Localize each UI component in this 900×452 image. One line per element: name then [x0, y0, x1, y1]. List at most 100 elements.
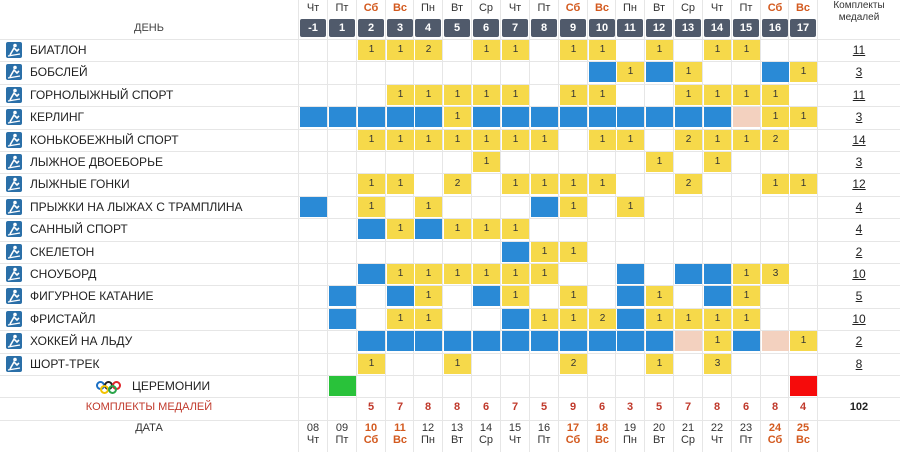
schedule-cell[interactable]: 1 [589, 174, 616, 194]
schedule-cell[interactable] [733, 107, 760, 127]
schedule-cell[interactable] [387, 331, 414, 351]
schedule-cell[interactable] [790, 376, 817, 396]
schedule-cell[interactable]: 1 [704, 152, 731, 172]
schedule-cell[interactable] [704, 286, 731, 306]
schedule-cell[interactable] [329, 107, 356, 127]
schedule-cell[interactable]: 1 [733, 264, 760, 284]
schedule-cell[interactable]: 1 [560, 197, 587, 217]
schedule-cell[interactable]: 1 [415, 286, 442, 306]
medal-total-link[interactable]: 10 [852, 267, 866, 281]
schedule-cell[interactable]: 1 [473, 85, 500, 105]
schedule-cell[interactable] [502, 107, 529, 127]
schedule-cell[interactable]: 1 [387, 40, 414, 60]
sport-row[interactable]: ХОККЕЙ НА ЛЬДУ 1 1 2 [0, 330, 900, 352]
schedule-cell[interactable]: 1 [444, 354, 471, 374]
ceremonies-row[interactable]: ЦЕРЕМОНИИ [0, 375, 900, 397]
sport-name[interactable]: ПРЫЖКИ НА ЛЫЖАХ С ТРАМПЛИНА [30, 200, 243, 214]
medal-total-link[interactable]: 14 [852, 133, 866, 147]
schedule-cell[interactable] [617, 286, 644, 306]
schedule-cell[interactable] [589, 331, 616, 351]
schedule-cell[interactable] [358, 107, 385, 127]
schedule-cell[interactable]: 1 [733, 40, 760, 60]
schedule-cell[interactable]: 1 [444, 219, 471, 239]
schedule-cell[interactable]: 1 [790, 62, 817, 82]
schedule-cell[interactable] [617, 107, 644, 127]
schedule-cell[interactable]: 1 [415, 197, 442, 217]
sport-name[interactable]: БИАТЛОН [30, 43, 87, 57]
sport-row[interactable]: БИАТЛОН 1 1 2 1 1 1 1 1 1 1 11 [0, 39, 900, 61]
schedule-cell[interactable]: 1 [704, 40, 731, 60]
schedule-cell[interactable]: 1 [675, 85, 702, 105]
schedule-cell[interactable]: 1 [415, 264, 442, 284]
schedule-cell[interactable] [329, 376, 356, 396]
schedule-cell[interactable] [473, 331, 500, 351]
sport-row[interactable]: ФИГУРНОЕ КАТАНИЕ 1 1 1 1 1 5 [0, 285, 900, 307]
schedule-cell[interactable] [560, 107, 587, 127]
sport-name[interactable]: ЛЫЖНОЕ ДВОЕБОРЬЕ [30, 155, 163, 169]
schedule-cell[interactable]: 1 [531, 309, 558, 329]
schedule-cell[interactable]: 1 [704, 331, 731, 351]
medal-total-link[interactable]: 3 [855, 65, 863, 79]
schedule-cell[interactable]: 1 [675, 309, 702, 329]
schedule-cell[interactable]: 1 [646, 286, 673, 306]
schedule-cell[interactable] [444, 331, 471, 351]
sport-name[interactable]: ФРИСТАЙЛ [30, 312, 96, 326]
sport-row[interactable]: КОНЬКОБЕЖНЫЙ СПОРТ 1 1 1 1 1 1 1 1 1 2 1 1 2 14 [0, 129, 900, 151]
schedule-cell[interactable]: 1 [387, 309, 414, 329]
sport-name[interactable]: БОБСЛЕЙ [30, 65, 88, 79]
medal-total-link[interactable]: 11 [852, 43, 866, 57]
schedule-cell[interactable]: 1 [531, 242, 558, 262]
schedule-cell[interactable]: 1 [762, 85, 789, 105]
schedule-cell[interactable]: 1 [560, 85, 587, 105]
schedule-cell[interactable]: 1 [358, 130, 385, 150]
schedule-cell[interactable]: 1 [444, 85, 471, 105]
sport-row[interactable]: СНОУБОРД 1 1 1 1 1 1 1 3 10 [0, 263, 900, 285]
schedule-cell[interactable]: 1 [502, 219, 529, 239]
schedule-cell[interactable]: 1 [531, 174, 558, 194]
sport-row[interactable]: ЛЫЖНЫЕ ГОНКИ 1 1 2 1 1 1 1 2 1 1 12 [0, 173, 900, 195]
schedule-cell[interactable]: 1 [358, 197, 385, 217]
schedule-cell[interactable]: 1 [387, 174, 414, 194]
schedule-cell[interactable]: 1 [675, 62, 702, 82]
sport-name[interactable]: КЕРЛИНГ [30, 110, 84, 124]
schedule-cell[interactable]: 1 [646, 40, 673, 60]
sport-name[interactable]: КОНЬКОБЕЖНЫЙ СПОРТ [30, 133, 179, 147]
schedule-cell[interactable]: 1 [617, 197, 644, 217]
schedule-cell[interactable] [415, 107, 442, 127]
schedule-cell[interactable]: 2 [675, 130, 702, 150]
schedule-cell[interactable] [473, 286, 500, 306]
medal-total-link[interactable]: 4 [855, 222, 863, 236]
schedule-cell[interactable]: 1 [387, 219, 414, 239]
medal-total-link[interactable]: 12 [852, 177, 866, 191]
schedule-cell[interactable]: 2 [762, 130, 789, 150]
schedule-cell[interactable] [502, 309, 529, 329]
schedule-cell[interactable]: 1 [790, 107, 817, 127]
schedule-cell[interactable]: 1 [502, 286, 529, 306]
schedule-cell[interactable] [415, 331, 442, 351]
schedule-cell[interactable]: 2 [589, 309, 616, 329]
schedule-cell[interactable]: 2 [675, 174, 702, 194]
medal-total-link[interactable]: 11 [852, 88, 866, 102]
schedule-cell[interactable] [733, 331, 760, 351]
sport-row[interactable]: ЛЫЖНОЕ ДВОЕБОРЬЕ 1 1 1 3 [0, 151, 900, 173]
schedule-cell[interactable] [415, 219, 442, 239]
schedule-cell[interactable]: 1 [762, 174, 789, 194]
schedule-cell[interactable]: 1 [502, 174, 529, 194]
schedule-cell[interactable] [329, 309, 356, 329]
sport-row[interactable]: КЕРЛИНГ 1 1 1 3 [0, 106, 900, 128]
schedule-cell[interactable]: 1 [704, 85, 731, 105]
schedule-cell[interactable]: 1 [473, 264, 500, 284]
schedule-cell[interactable] [646, 107, 673, 127]
sport-name[interactable]: ЛЫЖНЫЕ ГОНКИ [30, 177, 130, 191]
schedule-cell[interactable]: 1 [733, 130, 760, 150]
schedule-cell[interactable]: 1 [415, 130, 442, 150]
medal-total-link[interactable]: 10 [852, 312, 866, 326]
schedule-cell[interactable]: 2 [415, 40, 442, 60]
sport-row[interactable]: СКЕЛЕТОН 1 1 2 [0, 241, 900, 263]
sport-name[interactable]: САННЫЙ СПОРТ [30, 222, 128, 236]
schedule-cell[interactable]: 1 [733, 85, 760, 105]
schedule-cell[interactable] [617, 264, 644, 284]
sport-name[interactable]: ХОККЕЙ НА ЛЬДУ [30, 334, 133, 348]
schedule-cell[interactable] [646, 62, 673, 82]
sport-row[interactable]: БОБСЛЕЙ 1 1 1 3 [0, 61, 900, 83]
